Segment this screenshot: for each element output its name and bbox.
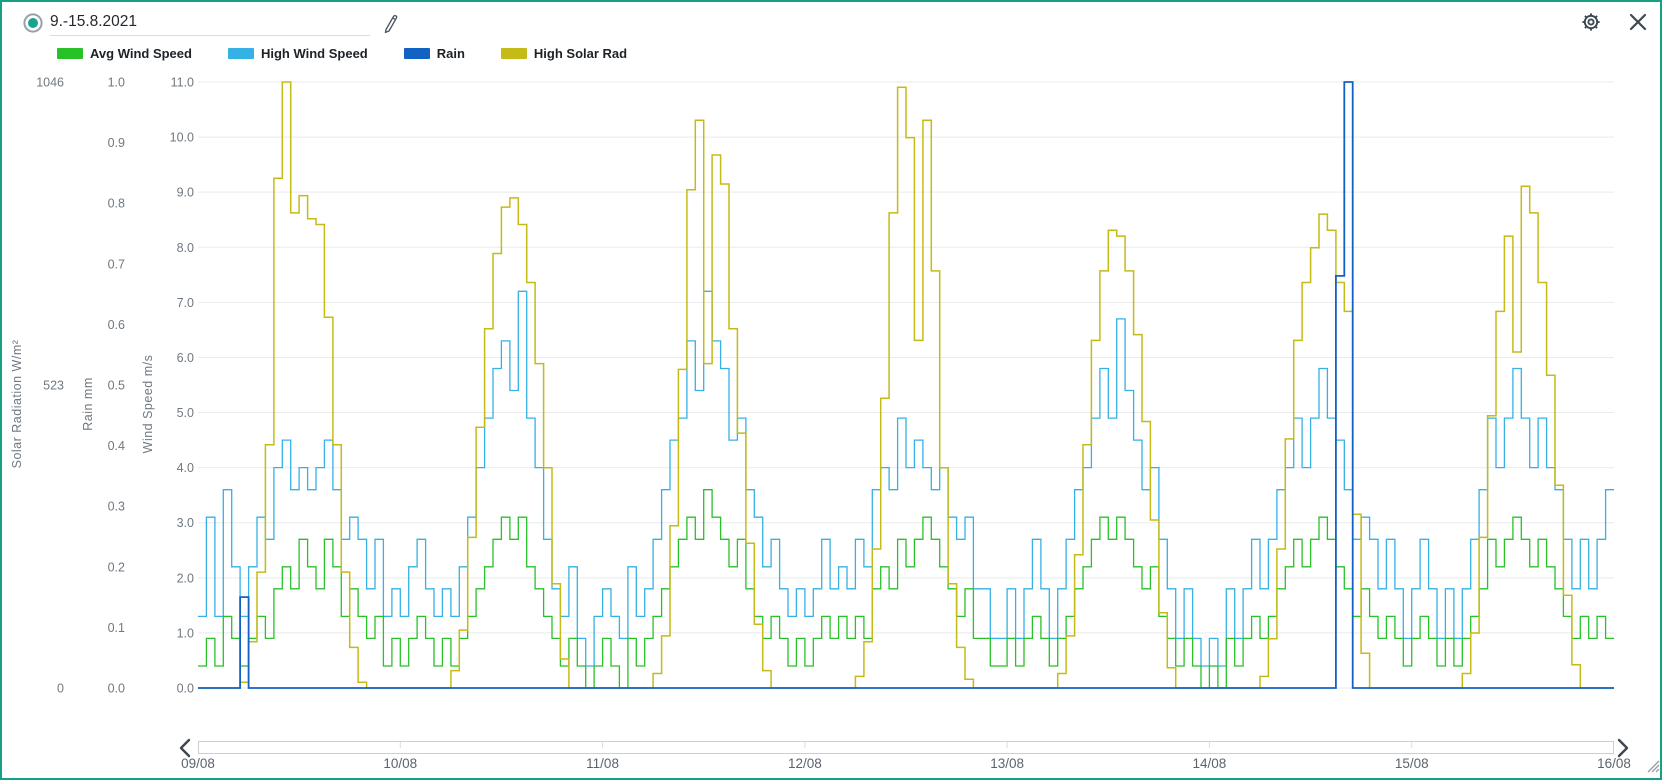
wind-axis-tick-label: 0.0 (177, 682, 194, 696)
legend-item-high-solar-rad[interactable]: High Solar Rad (500, 46, 628, 61)
solar-axis-tick-label: 523 (43, 379, 64, 393)
rain-axis-title: Rain mm (81, 377, 95, 431)
solar-axis-tick-label: 0 (57, 682, 64, 696)
legend-swatch-rain (403, 48, 430, 59)
wind-axis-tick-label: 6.0 (177, 351, 194, 365)
legend-label: High Wind Speed (260, 46, 368, 61)
x-axis-label: 12/08 (788, 756, 822, 771)
legend-item-high-wind-speed[interactable]: High Wind Speed (227, 46, 368, 61)
scrollbar-track[interactable] (198, 741, 1614, 754)
chart-legend: Avg Wind Speed High Wind Speed Rain High So… (57, 46, 627, 61)
date-range-input[interactable]: 9.-15.8.2021 (50, 8, 370, 36)
rain-axis-tick-label: 0.1 (108, 621, 125, 635)
solar-axis-title: Solar Radiation W/m² (10, 340, 24, 469)
wind-axis-tick-label: 1.0 (177, 626, 194, 640)
x-axis-label: 11/08 (586, 756, 619, 771)
resize-handle-icon[interactable] (1647, 760, 1660, 773)
x-axis-label: 10/08 (383, 756, 417, 771)
wind-axis-tick-label: 3.0 (177, 516, 194, 530)
wind-axis-title: Wind Speed m/s (141, 355, 155, 454)
solar-axis-tick-label: 1046 (36, 76, 64, 90)
pencil-icon[interactable] (381, 13, 401, 35)
wind-axis-tick-label: 7.0 (177, 296, 194, 310)
legend-swatch-avg-wind-speed (57, 48, 83, 59)
wind-axis-tick-label: 5.0 (177, 406, 194, 420)
wind-axis-tick-label: 2.0 (177, 571, 194, 585)
rain-axis-tick-label: 0.5 (108, 379, 125, 393)
x-axis-label: 16/08 (1597, 756, 1631, 771)
rain-axis-tick-label: 0.2 (108, 560, 125, 574)
x-axis-label: 14/08 (1193, 756, 1227, 771)
rain-axis-tick-label: 0.8 (108, 197, 125, 211)
chevron-left-icon[interactable] (179, 738, 191, 758)
radio-selected-icon[interactable] (22, 12, 44, 34)
legend-label: Rain (436, 46, 465, 61)
rain-axis-tick-label: 0.7 (108, 257, 125, 271)
legend-swatch-high-solar-rad (500, 48, 527, 59)
close-icon[interactable] (1628, 12, 1648, 32)
x-axis-label: 09/08 (181, 756, 215, 771)
rain-axis-tick-label: 0.3 (108, 500, 125, 514)
wind-axis-tick-label: 9.0 (177, 186, 194, 200)
gear-icon[interactable] (1579, 10, 1603, 34)
legend-item-avg-wind-speed[interactable]: Avg Wind Speed (57, 46, 192, 61)
rain-axis-tick-label: 0.4 (108, 439, 125, 453)
chart-plot-area[interactable] (198, 82, 1614, 688)
chevron-right-icon[interactable] (1617, 738, 1629, 758)
wind-axis-tick-label: 11.0 (171, 76, 194, 90)
wind-axis-tick-label: 10.0 (170, 131, 194, 145)
wind-axis-tick-label: 8.0 (177, 241, 194, 255)
x-axis-label: 15/08 (1395, 756, 1429, 771)
rain-axis-tick-label: 0.0 (108, 682, 125, 696)
rain-axis-tick-label: 1.0 (108, 76, 125, 90)
rain-axis-tick-label: 0.9 (108, 136, 125, 150)
legend-item-rain[interactable]: Rain (403, 46, 465, 61)
wind-axis-tick-label: 4.0 (177, 461, 194, 475)
legend-label: Avg Wind Speed (90, 46, 192, 61)
rain-axis-tick-label: 0.6 (108, 318, 125, 332)
x-axis-label: 13/08 (990, 756, 1024, 771)
legend-label: High Solar Rad (533, 46, 628, 61)
date-range-value: 9.-15.8.2021 (50, 12, 138, 30)
legend-swatch-high-wind-speed (227, 48, 254, 59)
